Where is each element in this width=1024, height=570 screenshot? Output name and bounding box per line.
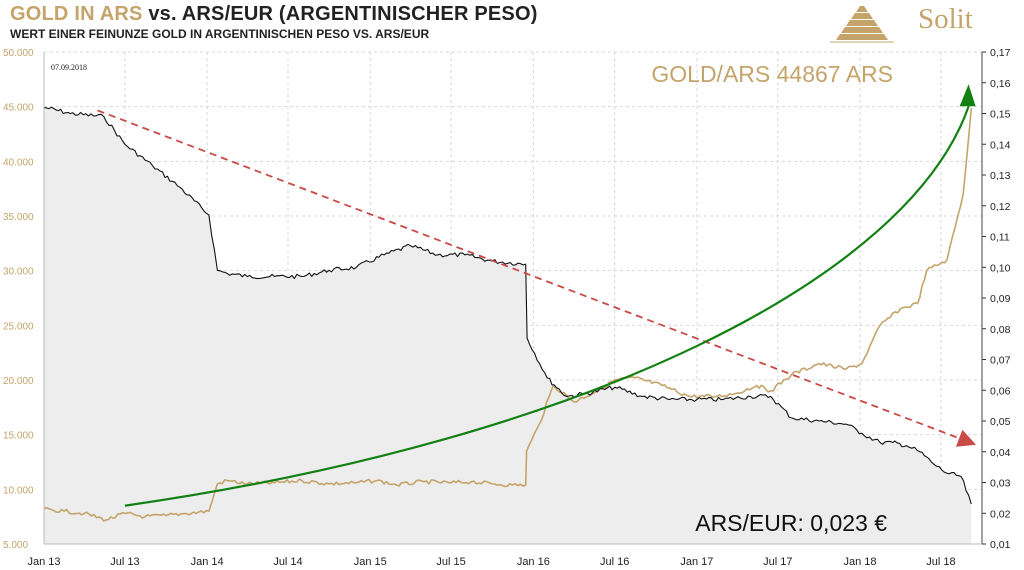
x-tick-label: Jul 17 [763,556,792,568]
y-right-tick-label: 0,09 [990,293,1011,305]
chart-title-gold: GOLD IN ARS [10,3,143,25]
solit-logo-icon [830,6,894,43]
y-left-tick-label: 45.000 [3,103,34,114]
y-right-tick-label: 0,05 [990,416,1011,428]
y-right-tick-label: 0,08 [990,324,1011,336]
downtrend-arrow-icon [956,429,976,447]
y-left-tick-label: 50.000 [3,48,34,59]
chart-title-rest: vs. ARS/EUR (ARGENTINISCHER PESO) [148,3,538,25]
ars-eur-annotation: ARS/EUR: 0,023 € [695,510,887,536]
y-right-tick-label: 0,12 [990,201,1011,213]
y-left-tick-label: 30.000 [3,267,34,278]
x-tick-label: Jul 15 [436,556,465,568]
date-label: 07.09.2018 [51,63,87,72]
y-right-tick-label: 0,13 [990,170,1011,182]
x-tick-label: Jan 13 [27,556,60,568]
chart-title: GOLD IN ARS vs. ARS/EUR (ARGENTINISCHER … [10,3,538,26]
y-right-tick-label: 0,06 [990,385,1011,397]
axis-layer: Jan 13 Jul 13 Jan 14 Jul 14 Jan 15 Jul 15 Jan … [3,47,1011,568]
x-tick-label: Jul 16 [600,556,629,568]
x-tick-label: Jul 14 [273,556,302,568]
x-tick-label: Jul 18 [926,556,955,568]
chart-subtitle: WERT EINER FEINUNZE GOLD IN ARGENTINISCH… [10,27,430,41]
logo-text: Solit [918,3,973,35]
y-right-tick-label: 0,16 [990,78,1011,90]
x-tick-label: Jul 13 [110,556,139,568]
x-tick-label: Jan 15 [354,556,387,568]
y-right-tick-label: 0,04 [990,447,1011,459]
y-right-tick-label: 0,15 [990,109,1011,121]
y-left-tick-label: 35.000 [3,212,34,223]
ars-eur-area [44,107,972,545]
trend-layer [97,84,976,507]
x-tick-label: Jan 16 [517,556,550,568]
gold-ars-annotation: GOLD/ARS 44867 ARS [651,61,893,87]
y-right-tick-label: 0,14 [990,139,1011,151]
ars-eur-line [43,106,972,505]
y-left-tick-label: 10.000 [3,485,34,496]
x-tick-label: Jan 18 [843,556,876,568]
y-right-tick-label: 0,07 [990,355,1011,367]
y-right-tick-label: 0,10 [990,262,1011,274]
y-right-tick-label: 0,02 [990,508,1011,520]
y-right-tick-label: 0,11 [990,232,1010,244]
y-right-tick-label: 0,03 [990,478,1011,490]
x-tick-label: Jan 14 [191,556,224,568]
y-left-tick-label: 20.000 [3,376,34,387]
uptrend-curve [124,105,970,507]
y-left-tick-label: 25.000 [3,321,34,332]
uptrend-arrow-icon [959,84,976,107]
x-tick-label: Jan 17 [680,556,713,568]
downtrend-line [97,109,962,440]
y-right-tick-label: 0,01 [990,539,1011,551]
y-right-tick-label: 0,17 [990,47,1011,59]
y-left-tick-label: 5.000 [3,540,28,551]
series-layer [43,106,973,522]
gold-ars-line [43,108,973,522]
fill-area-layer [44,107,972,545]
y-left-tick-label: 15.000 [3,431,34,442]
y-left-tick-label: 40.000 [3,157,34,168]
